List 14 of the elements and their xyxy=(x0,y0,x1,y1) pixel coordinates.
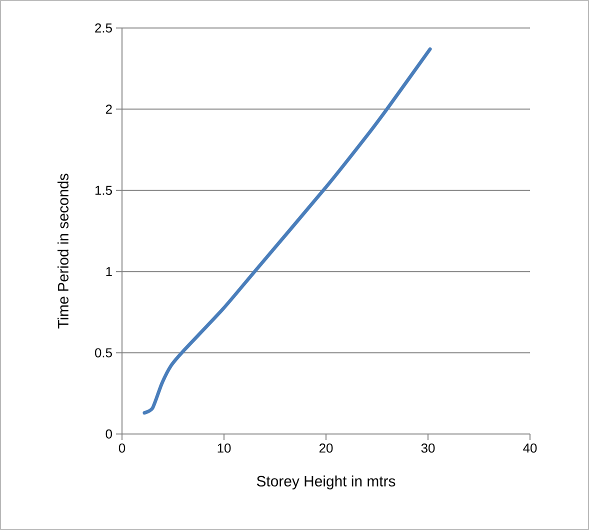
x-tick-label: 30 xyxy=(421,444,435,453)
y-tick-label: 2.5 xyxy=(95,23,112,33)
y-tick-label: 0 xyxy=(106,429,112,439)
y-tick-label: 1.5 xyxy=(95,186,112,195)
x-axis-title: Storey Height in mtrs xyxy=(256,476,396,490)
y-tick-label: 1 xyxy=(106,267,112,276)
x-tick-label: 40 xyxy=(523,444,537,453)
x-tick-label: 20 xyxy=(319,444,333,453)
y-tick-label: 2 xyxy=(106,104,112,114)
line-series xyxy=(142,47,432,415)
x-tick-label: 10 xyxy=(218,444,231,453)
x-tick-label: 0 xyxy=(118,444,126,453)
y-tick-label: 0.5 xyxy=(94,348,112,358)
y-axis-title: Time Period in seconds xyxy=(58,174,68,328)
